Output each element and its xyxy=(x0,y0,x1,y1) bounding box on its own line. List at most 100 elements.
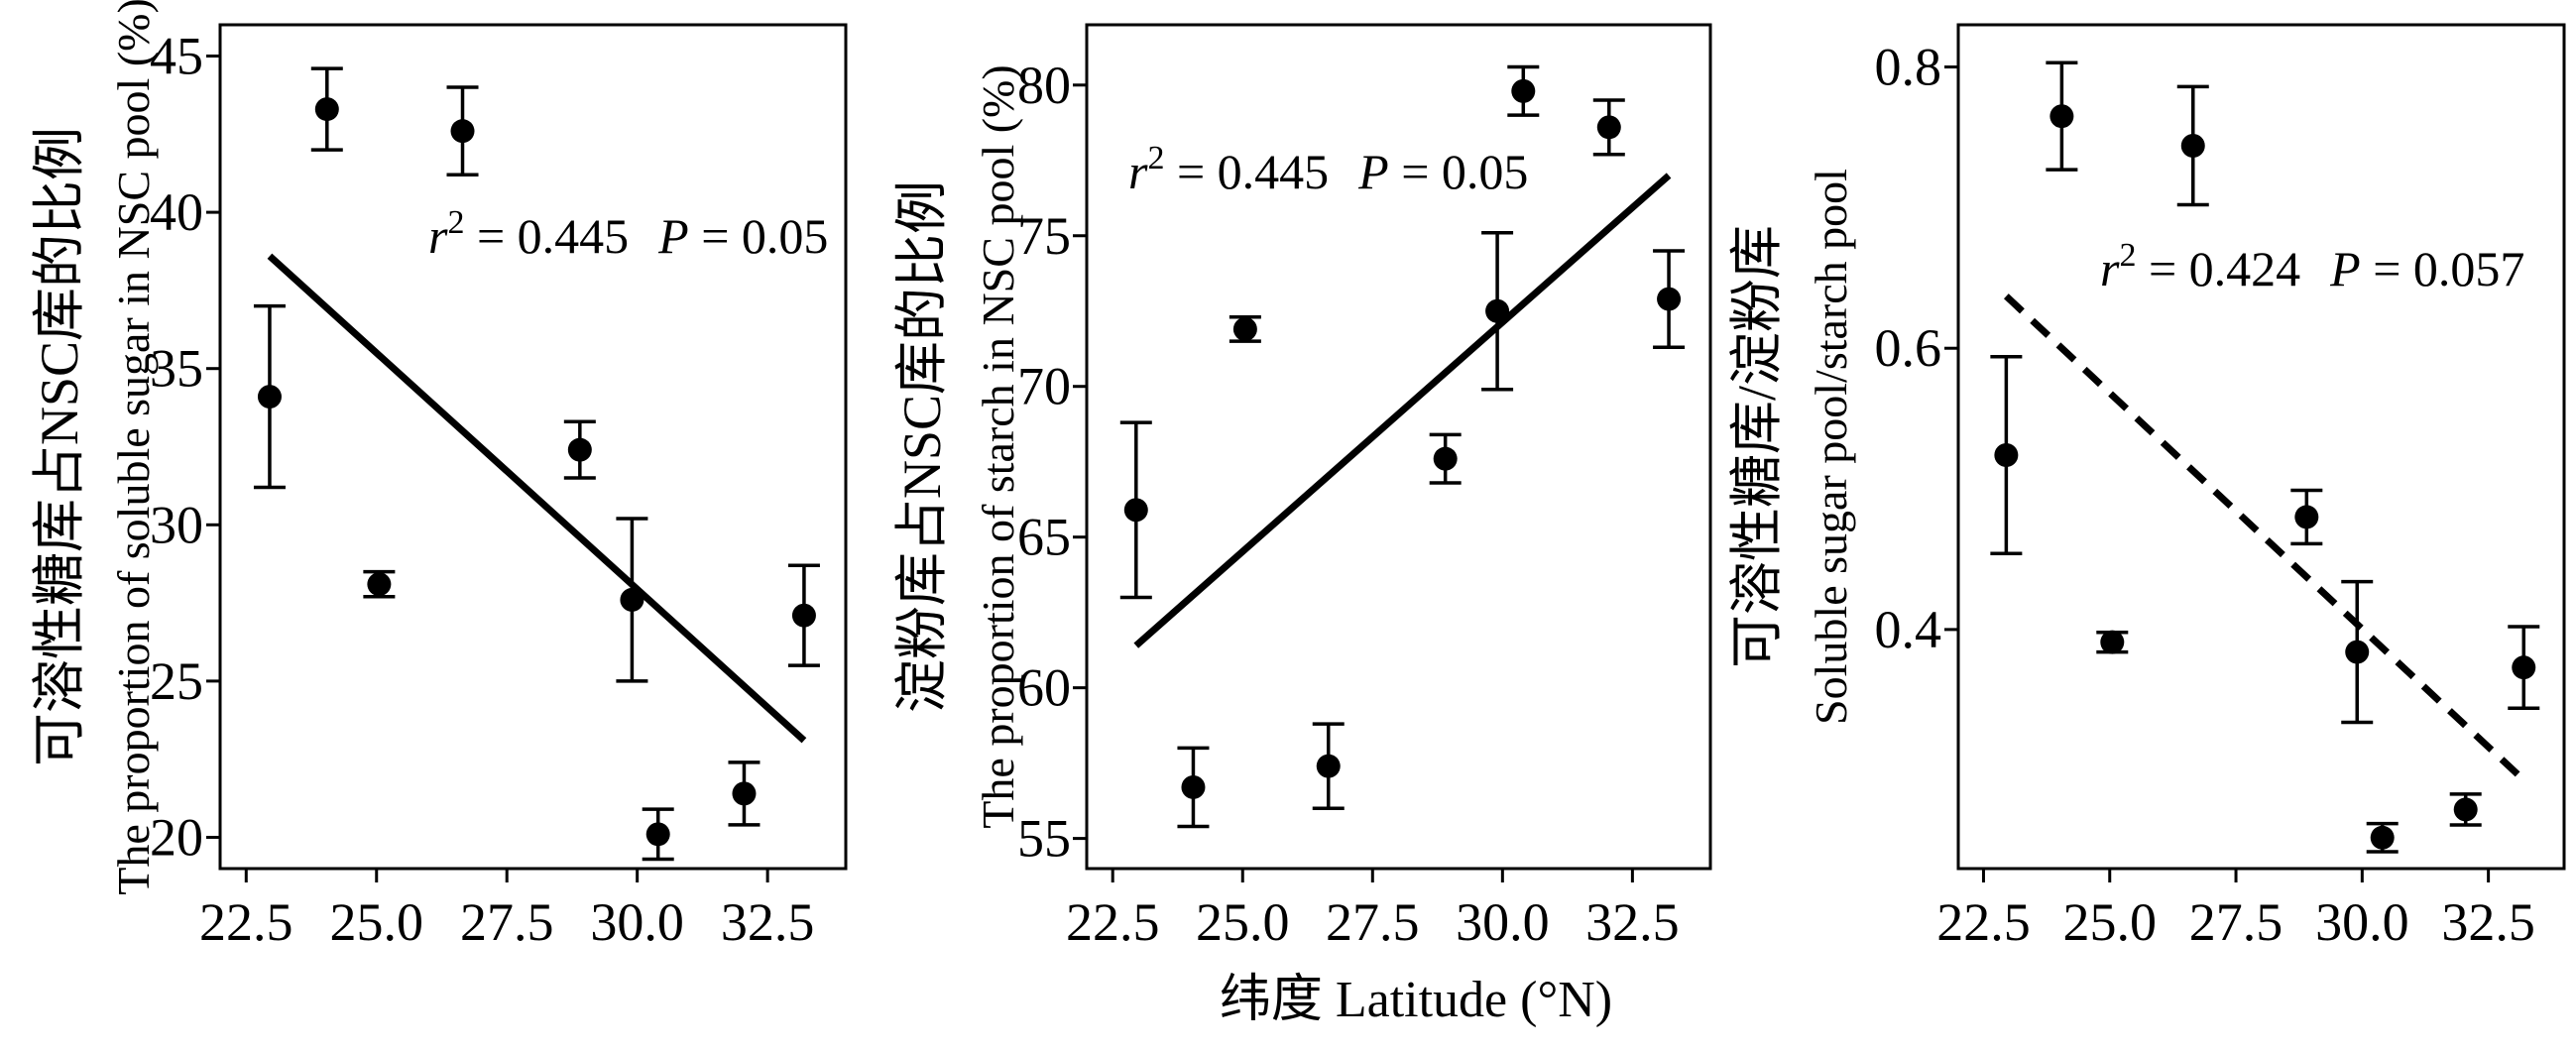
plot-frame xyxy=(218,23,848,871)
data-point xyxy=(1485,298,1510,323)
data-point-group xyxy=(2290,488,2323,546)
data-point xyxy=(567,437,592,462)
y-axis-label-english: The proportion of starch in NSC pool (%) xyxy=(973,64,1023,828)
data-point xyxy=(1994,443,2019,468)
data-point xyxy=(2049,104,2074,129)
data-point-group xyxy=(2366,821,2399,854)
stat-annotation: r2 = 0.424 P = 0.057 xyxy=(2100,237,2524,296)
panels: 22.5 25.0 27.5 30.0 32.5 20 25 30 35 40 45 可溶性糖库占NS… xyxy=(30,0,2566,952)
stat-r2-label: r xyxy=(1128,144,1148,199)
x-tick-label: 27.5 xyxy=(2189,892,2283,952)
data-point xyxy=(2512,655,2536,680)
data-point-group xyxy=(1119,420,1152,600)
y-tick-label: 80 xyxy=(1017,56,1071,115)
x-tick-label: 27.5 xyxy=(460,892,554,952)
data-point-group xyxy=(563,419,596,480)
x-axis-label: 纬度 Latitude (°N) xyxy=(1220,972,1612,1028)
x-tick-label: 32.5 xyxy=(721,892,815,952)
stat-annotation: r2 = 0.445 P = 0.05 xyxy=(1128,140,1528,199)
y-axis-label-english: Soluble sugar pool/starch pool xyxy=(1806,169,1856,725)
regression-line xyxy=(267,253,807,744)
x-tick-label: 27.5 xyxy=(1326,892,1420,952)
data-point xyxy=(1511,78,1536,103)
data-point-group xyxy=(787,563,820,667)
y-tick-label: 65 xyxy=(1017,508,1071,567)
data-point-group xyxy=(2341,579,2374,725)
data-point-group xyxy=(1653,249,1686,349)
data-point xyxy=(1433,446,1458,471)
x-tick-label: 25.0 xyxy=(2063,892,2158,952)
data-point-group xyxy=(1429,432,1462,485)
y-tick-label: 20 xyxy=(150,807,203,867)
x-tick-label: 30.0 xyxy=(2315,892,2409,952)
data-point xyxy=(620,587,644,612)
x-tick-label: 25.0 xyxy=(1196,892,1290,952)
y-tick-label: 75 xyxy=(1017,206,1071,266)
data-point xyxy=(257,385,282,410)
x-tick-label: 25.0 xyxy=(330,892,424,952)
data-point xyxy=(450,119,475,144)
y-tick-label: 25 xyxy=(150,651,203,711)
data-point xyxy=(645,822,670,847)
stat-p-label: P xyxy=(1357,144,1389,199)
chart-panel-3: 22.5 25.0 27.5 30.0 32.5 0.4 0.6 0.8 可溶性糖库/淀粉库 So… xyxy=(1727,23,2566,952)
stat-r2-exp: 2 xyxy=(2119,237,2136,274)
data-point-group xyxy=(1507,64,1540,117)
stat-p-label: P xyxy=(657,208,689,264)
y-tick-label: 40 xyxy=(150,182,203,242)
data-point xyxy=(791,603,816,628)
x-tick-label: 22.5 xyxy=(199,892,293,952)
stat-r2-label: r xyxy=(428,208,448,264)
data-point-group xyxy=(2176,84,2209,207)
data-point-group xyxy=(1481,230,1514,392)
data-point xyxy=(1232,316,1257,341)
data-point xyxy=(2345,640,2370,664)
x-tick-label: 32.5 xyxy=(1585,892,1680,952)
stat-p-label: P xyxy=(2329,241,2361,296)
stat-r2-exp: 2 xyxy=(447,204,464,241)
data-point xyxy=(1596,115,1621,140)
data-point-group xyxy=(1990,354,2023,556)
y-tick-label: 35 xyxy=(150,339,203,399)
data-point-group xyxy=(2096,630,2129,654)
data-point-group xyxy=(642,807,674,862)
y-tick-label: 70 xyxy=(1017,357,1071,416)
regression-line xyxy=(1133,173,1672,648)
plot-frame xyxy=(1956,23,2566,871)
data-point-group xyxy=(363,569,396,599)
x-tick-label: 32.5 xyxy=(2441,892,2535,952)
y-axis-label-chinese: 可溶性糖库占NSC库的比例 xyxy=(30,127,89,766)
data-point-group xyxy=(1177,746,1210,829)
y-tick-label: 55 xyxy=(1017,809,1071,869)
y-axis-label-chinese: 淀粉库占NSC库的比例 xyxy=(892,180,952,713)
y-tick-label: 45 xyxy=(150,27,203,86)
data-point xyxy=(1316,754,1341,778)
stat-p-value: = 0.05 xyxy=(1389,144,1529,199)
data-point-group xyxy=(1229,315,1261,343)
stat-r2-value: = 0.445 xyxy=(464,208,629,264)
stat-r2-exp: 2 xyxy=(1147,140,1164,176)
x-tick-label: 30.0 xyxy=(590,892,684,952)
y-tick-label: 0.6 xyxy=(1875,318,1942,378)
chart-panel-1: 22.5 25.0 27.5 30.0 32.5 20 25 30 35 40 45 可溶性糖库占NS… xyxy=(30,0,848,952)
data-point-group xyxy=(2046,60,2078,172)
x-tick-label: 22.5 xyxy=(1936,892,2031,952)
data-point xyxy=(2370,825,2395,850)
data-point xyxy=(2180,133,2205,158)
plot-frame xyxy=(1085,23,1712,871)
data-point-group xyxy=(446,85,479,177)
data-point xyxy=(2294,505,2319,529)
y-tick-label: 30 xyxy=(150,495,203,554)
data-point xyxy=(1181,774,1206,799)
data-point-group xyxy=(1592,98,1625,157)
data-point-group xyxy=(2449,792,2482,827)
y-tick-label: 60 xyxy=(1017,658,1071,718)
y-axis-label-english: The proportion of soluble sugar in NSC p… xyxy=(108,0,159,895)
stat-r2-value: = 0.424 xyxy=(2136,241,2300,296)
data-point-group xyxy=(2508,625,2540,711)
stat-p-value: = 0.05 xyxy=(689,208,829,264)
data-point xyxy=(732,781,757,806)
data-point-group xyxy=(616,517,648,683)
stat-p-value: = 0.057 xyxy=(2361,241,2525,296)
